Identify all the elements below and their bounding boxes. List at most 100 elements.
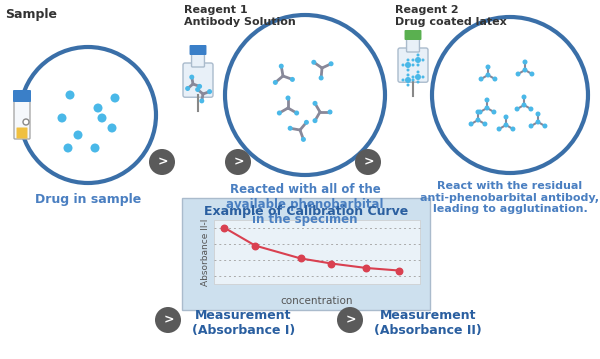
- Circle shape: [23, 119, 29, 125]
- Circle shape: [529, 123, 533, 129]
- Circle shape: [523, 67, 527, 73]
- Text: Absorbance II-I: Absorbance II-I: [202, 218, 211, 286]
- FancyBboxPatch shape: [398, 48, 428, 82]
- Circle shape: [58, 113, 67, 122]
- FancyBboxPatch shape: [17, 127, 28, 139]
- Circle shape: [313, 101, 317, 106]
- FancyBboxPatch shape: [404, 30, 421, 40]
- Circle shape: [91, 144, 100, 153]
- Circle shape: [491, 109, 496, 115]
- Circle shape: [529, 107, 533, 112]
- Text: >: >: [364, 155, 374, 168]
- Circle shape: [329, 61, 334, 66]
- Circle shape: [155, 307, 181, 333]
- Point: [250, 243, 260, 248]
- Circle shape: [529, 71, 535, 76]
- Circle shape: [523, 60, 527, 65]
- Circle shape: [478, 109, 482, 115]
- Point: [326, 261, 336, 266]
- Circle shape: [469, 121, 473, 126]
- Circle shape: [407, 84, 409, 87]
- Circle shape: [294, 111, 299, 116]
- Circle shape: [313, 118, 317, 123]
- Circle shape: [304, 120, 309, 125]
- Circle shape: [416, 80, 419, 84]
- FancyBboxPatch shape: [407, 36, 419, 52]
- Circle shape: [405, 62, 411, 68]
- Circle shape: [355, 149, 381, 175]
- Text: Drug in sample: Drug in sample: [35, 193, 141, 206]
- Circle shape: [485, 98, 490, 103]
- Circle shape: [432, 17, 588, 173]
- Circle shape: [515, 107, 520, 112]
- Circle shape: [421, 59, 425, 61]
- Circle shape: [515, 71, 521, 76]
- Circle shape: [286, 95, 290, 101]
- Circle shape: [290, 77, 295, 82]
- Circle shape: [199, 98, 204, 103]
- Circle shape: [415, 74, 421, 80]
- Circle shape: [407, 59, 409, 61]
- Circle shape: [407, 74, 409, 76]
- Circle shape: [405, 77, 411, 83]
- FancyBboxPatch shape: [190, 45, 206, 55]
- Circle shape: [207, 89, 212, 94]
- Circle shape: [521, 94, 527, 99]
- FancyBboxPatch shape: [182, 198, 430, 310]
- Circle shape: [225, 15, 385, 175]
- Circle shape: [279, 64, 284, 69]
- Circle shape: [65, 90, 74, 99]
- Circle shape: [412, 64, 415, 66]
- Text: React with the residual
anti-phenobarbital antibody,
leading to agglutination.: React with the residual anti-phenobarbit…: [421, 181, 599, 214]
- Circle shape: [536, 112, 541, 117]
- Circle shape: [185, 86, 190, 91]
- Circle shape: [485, 65, 491, 70]
- Circle shape: [337, 307, 363, 333]
- FancyBboxPatch shape: [14, 99, 30, 139]
- Circle shape: [476, 117, 481, 122]
- Circle shape: [97, 113, 107, 122]
- Circle shape: [401, 64, 404, 66]
- FancyBboxPatch shape: [183, 63, 213, 97]
- FancyBboxPatch shape: [214, 220, 420, 284]
- Circle shape: [412, 75, 415, 79]
- Circle shape: [416, 53, 419, 56]
- Circle shape: [503, 115, 509, 120]
- Circle shape: [416, 64, 419, 66]
- Circle shape: [421, 75, 425, 79]
- Circle shape: [110, 93, 119, 103]
- Point: [395, 268, 404, 274]
- FancyBboxPatch shape: [13, 90, 31, 102]
- Text: Example of Calibration Curve: Example of Calibration Curve: [204, 205, 408, 218]
- Text: >: >: [158, 155, 168, 168]
- Text: >: >: [234, 155, 244, 168]
- Circle shape: [225, 149, 251, 175]
- Point: [362, 265, 371, 271]
- Text: Reacted with all of the
available phenobarbital
in the specimen: Reacted with all of the available phenob…: [226, 183, 384, 226]
- Circle shape: [301, 137, 306, 142]
- Circle shape: [189, 75, 194, 80]
- Circle shape: [197, 84, 202, 89]
- Circle shape: [64, 144, 73, 153]
- Circle shape: [107, 123, 116, 132]
- Text: Measurement
(Absorbance I): Measurement (Absorbance I): [192, 309, 295, 337]
- Circle shape: [521, 103, 527, 107]
- Circle shape: [401, 79, 404, 81]
- Circle shape: [511, 126, 515, 131]
- Circle shape: [412, 79, 415, 81]
- Circle shape: [485, 106, 490, 111]
- Circle shape: [503, 122, 509, 127]
- Circle shape: [415, 57, 421, 63]
- Circle shape: [497, 126, 502, 131]
- Circle shape: [273, 80, 278, 85]
- Point: [296, 256, 305, 261]
- Point: [220, 225, 229, 230]
- Text: Sample: Sample: [5, 8, 57, 21]
- Circle shape: [493, 76, 497, 81]
- Circle shape: [482, 121, 487, 126]
- Circle shape: [412, 59, 415, 61]
- Text: concentration: concentration: [281, 296, 353, 306]
- Circle shape: [328, 109, 332, 115]
- Text: >: >: [164, 313, 174, 326]
- Text: >: >: [346, 313, 356, 326]
